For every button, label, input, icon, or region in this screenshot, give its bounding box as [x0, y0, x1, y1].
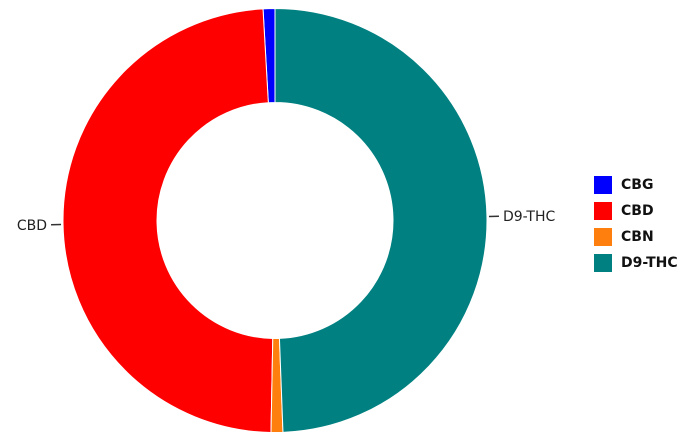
legend-swatch	[594, 228, 612, 246]
legend-item-cbg[interactable]: CBG	[594, 172, 678, 198]
legend-item-d9-thc[interactable]: D9-THC	[594, 250, 678, 276]
slice-label-cbd: CBD	[17, 218, 47, 234]
legend-swatch	[594, 176, 612, 194]
legend-swatch	[594, 254, 612, 272]
legend-label: D9-THC	[621, 255, 678, 271]
slice-d9-thc[interactable]	[274, 7, 488, 433]
legend-item-cbd[interactable]: CBD	[594, 198, 678, 224]
legend-item-cbn[interactable]: CBN	[594, 224, 678, 250]
slice-label-d9-thc: D9-THC	[503, 209, 556, 225]
legend-swatch	[594, 202, 612, 220]
legend: CBG CBD CBN D9-THC	[594, 172, 678, 276]
legend-label: CBG	[621, 177, 654, 193]
slice-labels-group: CBD D9-THC	[17, 209, 556, 234]
legend-label: CBD	[621, 203, 654, 219]
legend-label: CBN	[621, 229, 654, 245]
slices-group	[62, 7, 488, 433]
slice-cbd[interactable]	[62, 8, 274, 433]
